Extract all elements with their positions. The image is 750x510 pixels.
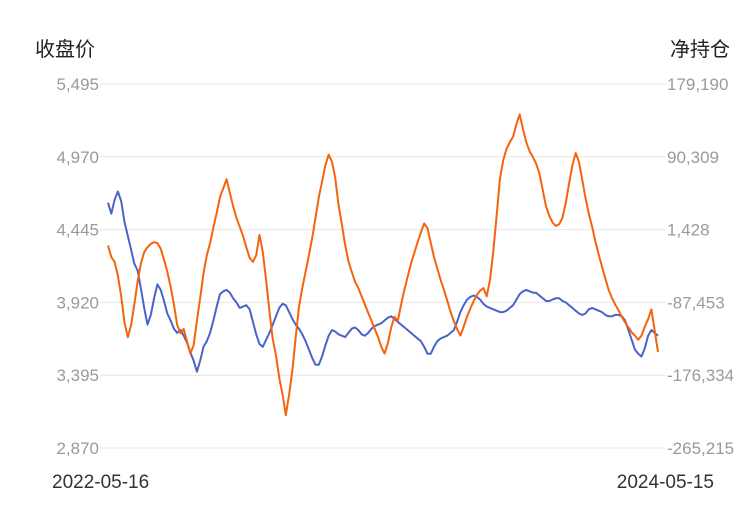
left-axis-ticks: 5,495 4,970 4,445 3,920 3,395 2,870 [56, 75, 99, 458]
right-tick-label: 179,190 [667, 75, 728, 94]
left-tick-label: 4,970 [56, 148, 99, 167]
left-tick-label: 5,495 [56, 75, 99, 94]
right-tick-label: -87,453 [667, 293, 725, 312]
right-tick-label: 1,428 [667, 221, 710, 240]
left-tick-label: 2,870 [56, 439, 99, 458]
left-axis-title: 收盘价 [35, 37, 95, 61]
net-position-line [107, 113, 659, 417]
right-axis-title: 净持仓 [670, 37, 730, 61]
left-tick-label: 4,445 [56, 221, 99, 240]
right-axis-ticks: 179,190 90,309 1,428 -87,453 -176,334 -265,21… [667, 75, 734, 458]
x-start-date: 2022-05-16 [52, 472, 149, 493]
right-tick-label: -176,334 [667, 366, 734, 385]
right-tick-label: 90,309 [667, 148, 719, 167]
grid-lines [100, 83, 666, 449]
left-tick-label: 3,395 [56, 366, 99, 385]
close-price-line [107, 190, 659, 373]
right-tick-label: -265,215 [667, 439, 734, 458]
x-end-date: 2024-05-15 [617, 472, 714, 493]
left-tick-label: 3,920 [56, 293, 99, 312]
